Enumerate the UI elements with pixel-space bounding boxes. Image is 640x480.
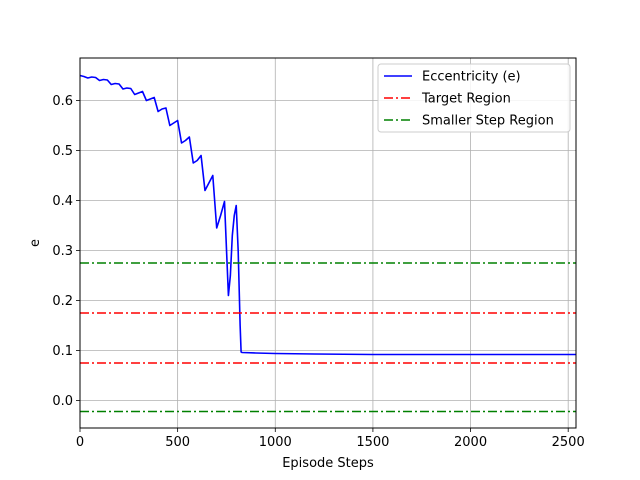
x-tick-label: 2500	[552, 435, 585, 450]
series-line-eccentricity	[79, 74, 576, 356]
y-tick-label: 0.5	[52, 144, 73, 159]
y-tick-label: 0.6	[52, 94, 73, 109]
y-tick-label: 0.3	[52, 244, 73, 259]
y-tick-label: 0.1	[52, 344, 73, 359]
legend-box	[377, 63, 571, 133]
legend-entry: Target Region	[421, 92, 511, 107]
y-tick-label: 0.0	[52, 394, 73, 409]
x-axis-label: Episode Steps	[282, 456, 374, 471]
x-tick-label: 1500	[356, 435, 389, 450]
legend-entry: Smaller Step Region	[422, 114, 554, 129]
x-tick-label: 500	[165, 435, 190, 450]
plot-area	[79, 74, 576, 413]
x-axis: 0 500 1000 1500 2000 2500	[76, 428, 585, 450]
axes-frame	[79, 57, 577, 429]
y-axis-label: e	[28, 239, 43, 247]
legend-entry: Eccentricity (e)	[422, 70, 521, 85]
y-axis: 0.0 0.1 0.2 0.3 0.4 0.5 0.6	[52, 94, 80, 409]
y-tick-label: 0.4	[52, 194, 73, 209]
x-tick-label: 0	[76, 435, 84, 450]
grid	[79, 58, 576, 428]
x-tick-label: 1000	[259, 435, 292, 450]
x-tick-label: 2000	[454, 435, 487, 450]
y-tick-label: 0.2	[52, 294, 73, 309]
legend: Eccentricity (e) Target Region Smaller Ste…	[377, 63, 571, 133]
